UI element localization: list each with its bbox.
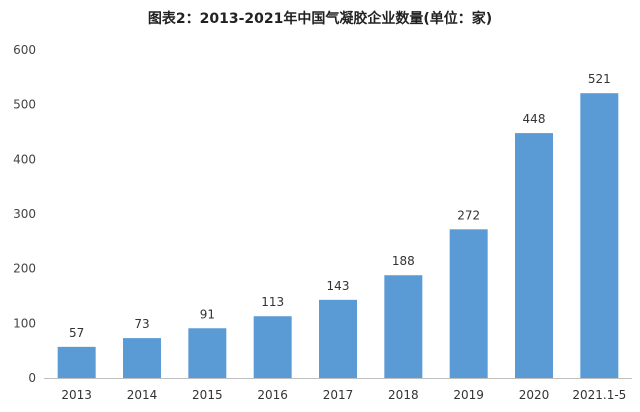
bar [57,346,96,378]
y-tick-label: 300 [13,207,36,221]
bar [253,316,292,378]
x-tick-label: 2015 [192,388,223,402]
y-tick-label: 0 [28,371,36,385]
y-tick-label: 100 [13,316,36,330]
bar [319,299,357,378]
y-axis: 0 100 200 300 400 500 600 [13,43,36,385]
data-label: 188 [392,254,415,268]
bar [123,338,161,378]
data-label: 272 [457,208,480,222]
x-tick-label: 2020 [519,388,550,402]
bars [57,93,619,378]
bar [188,328,227,378]
bar [515,133,553,378]
y-tick-label: 600 [13,43,36,57]
x-axis: 2013 2014 2015 2016 2017 2018 2019 2020 2021.1-5 [44,378,632,402]
bar [384,275,423,378]
x-tick-label: 2013 [61,388,92,402]
y-tick-label: 500 [13,98,36,112]
data-label: 91 [200,307,215,321]
x-tick-label: 2017 [323,388,354,402]
data-label: 521 [588,72,611,86]
data-label: 113 [261,295,284,309]
data-label: 57 [69,326,84,340]
data-labels: 57 73 91 113 143 188 272 448 521 [69,72,611,340]
x-tick-label: 2014 [127,388,158,402]
x-tick-label: 2016 [257,388,288,402]
x-tick-label: 2019 [453,388,484,402]
x-tick-label: 2018 [388,388,419,402]
data-label: 73 [134,317,149,331]
data-label: 143 [327,279,350,293]
chart-title: 图表2：2013-2021年中国气凝胶企业数量(单位：家) [147,11,493,27]
bar [580,93,619,378]
data-label: 448 [523,112,546,126]
bar [449,229,488,378]
y-tick-label: 400 [13,152,36,166]
x-tick-label: 2021.1-5 [572,388,626,402]
y-tick-label: 200 [13,262,36,276]
